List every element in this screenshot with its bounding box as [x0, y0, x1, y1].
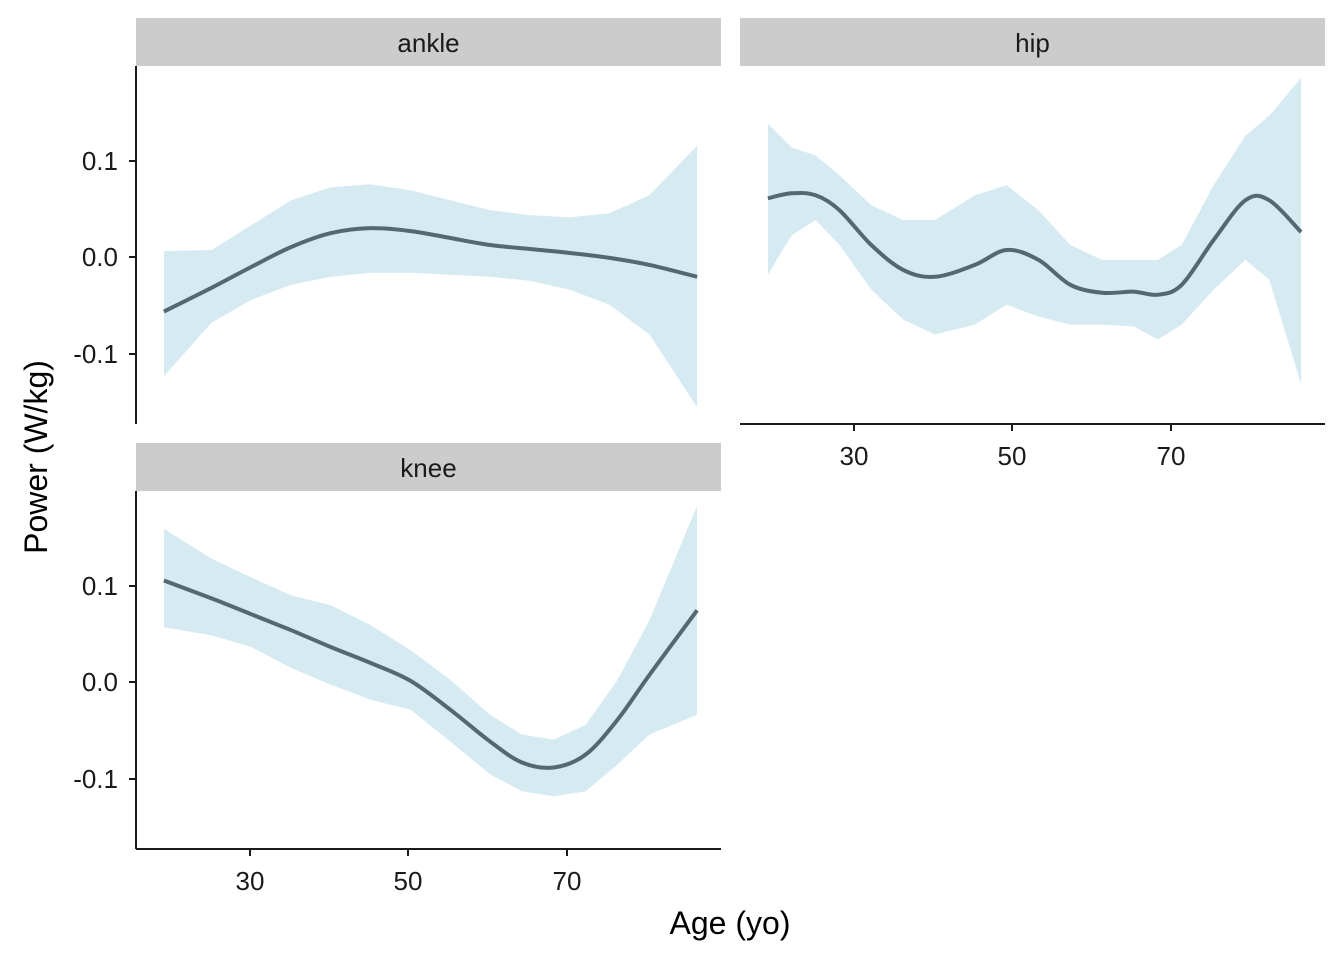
- facet-knee: knee -0.1 0.0 0.1 30 50 70: [73, 443, 721, 896]
- strip-hip: [740, 18, 1325, 66]
- confidence-ribbon-knee: [163, 505, 698, 797]
- x-tick-label: 70: [553, 866, 582, 896]
- strip-knee: [136, 443, 721, 491]
- y-tick-label: 0.0: [82, 667, 118, 697]
- y-ticks-knee: -0.1 0.0 0.1: [73, 571, 136, 794]
- y-tick-label: -0.1: [73, 764, 118, 794]
- x-tick-label: 30: [236, 866, 265, 896]
- y-axis-title: Power (W/kg): [18, 360, 54, 554]
- strip-label-ankle: ankle: [397, 28, 459, 58]
- facet-hip: hip 30 50 70: [740, 18, 1325, 471]
- x-tick-label: 50: [394, 866, 423, 896]
- confidence-ribbon-ankle: [163, 145, 698, 408]
- confidence-ribbon-hip: [767, 77, 1302, 385]
- x-tick-label: 30: [840, 441, 869, 471]
- fit-line-knee: [163, 578, 699, 770]
- y-tick-label: 0.1: [82, 571, 118, 601]
- facet-ankle: ankle -0.1 0.0 0.1: [73, 18, 721, 424]
- fit-line-hip: [767, 190, 1303, 297]
- y-tick-label: 0.1: [82, 146, 118, 176]
- x-ticks-hip: 30 50 70: [840, 424, 1186, 471]
- x-tick-label: 50: [998, 441, 1027, 471]
- strip-ankle: [136, 18, 721, 66]
- x-axis-title: Age (yo): [670, 905, 791, 941]
- x-tick-label: 70: [1157, 441, 1186, 471]
- fit-line-ankle: [162, 226, 698, 314]
- y-ticks-ankle: -0.1 0.0 0.1: [73, 146, 136, 369]
- x-ticks-knee: 30 50 70: [236, 849, 582, 896]
- strip-label-hip: hip: [1015, 28, 1050, 58]
- strip-label-knee: knee: [400, 453, 456, 483]
- y-tick-label: 0.0: [82, 242, 118, 272]
- y-tick-label: -0.1: [73, 339, 118, 369]
